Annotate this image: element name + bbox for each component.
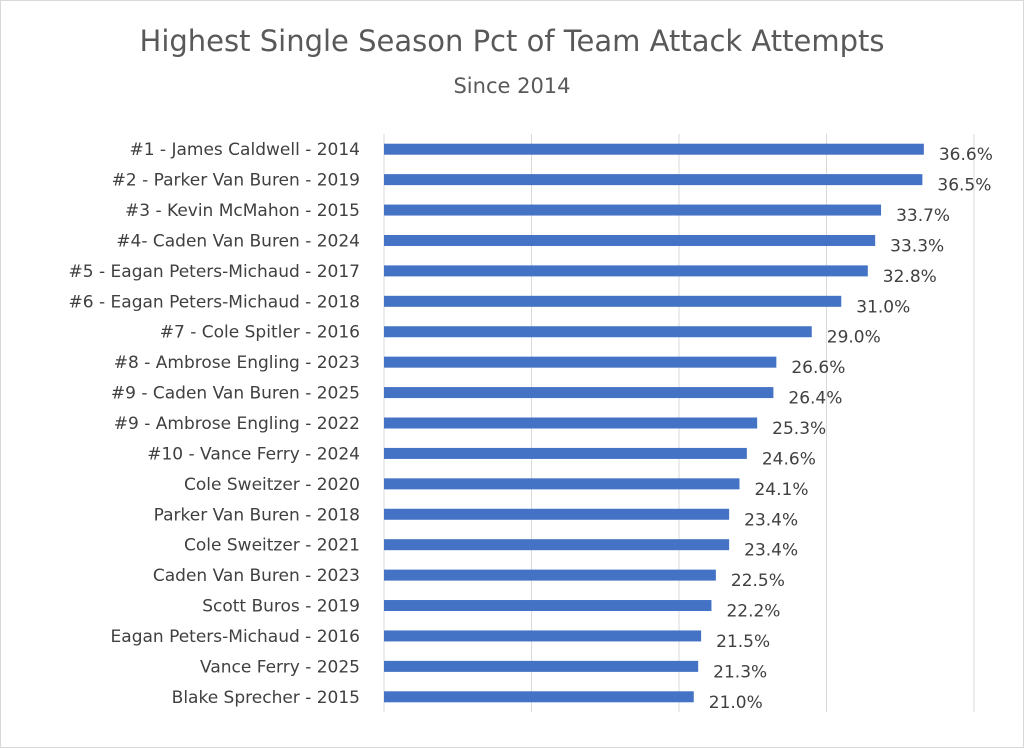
data-label-13: 23.4% xyxy=(744,510,798,530)
bar-2 xyxy=(384,174,923,186)
category-label-19: Blake Sprecher - 2015 xyxy=(172,688,360,708)
category-label-12: Cole Sweitzer - 2020 xyxy=(184,475,360,495)
data-label-2: 36.5% xyxy=(937,176,991,196)
category-label-2: #2 - Parker Van Buren - 2019 xyxy=(112,171,360,191)
data-label-10: 25.3% xyxy=(772,419,826,439)
data-label-14: 23.4% xyxy=(744,541,798,561)
data-label-9: 26.4% xyxy=(788,389,842,409)
category-label-11: #10 - Vance Ferry - 2024 xyxy=(147,444,360,464)
bar-17 xyxy=(384,630,702,642)
data-label-19: 21.0% xyxy=(709,693,763,713)
category-label-3: #3 - Kevin McMahon - 2015 xyxy=(125,201,360,221)
category-label-16: Scott Buros - 2019 xyxy=(202,597,360,617)
category-label-10: #9 - Ambrose Engling - 2022 xyxy=(114,414,360,434)
data-label-17: 21.5% xyxy=(716,632,770,652)
data-label-11: 24.6% xyxy=(762,449,816,469)
bar-5 xyxy=(384,265,868,277)
data-label-8: 26.6% xyxy=(791,358,845,378)
bar-18 xyxy=(384,660,699,672)
chart-subtitle: Since 2014 xyxy=(453,74,571,98)
category-label-9: #9 - Caden Van Buren - 2025 xyxy=(111,384,360,404)
category-label-14: Cole Sweitzer - 2021 xyxy=(184,536,360,556)
data-label-1: 36.6% xyxy=(939,145,993,165)
bar-8 xyxy=(384,356,777,368)
data-label-7: 29.0% xyxy=(827,328,881,348)
category-labels: #1 - James Caldwell - 2014 #2 - Parker Va… xyxy=(69,140,360,708)
data-label-4: 33.3% xyxy=(890,236,944,256)
category-label-8: #8 - Ambrose Engling - 2023 xyxy=(114,353,360,373)
data-label-3: 33.7% xyxy=(896,206,950,226)
category-label-13: Parker Van Buren - 2018 xyxy=(154,505,360,525)
category-label-1: #1 - James Caldwell - 2014 xyxy=(129,140,360,160)
bar-1 xyxy=(384,143,924,155)
bar-6 xyxy=(384,295,842,307)
category-label-6: #6 - Eagan Peters-Michaud - 2018 xyxy=(69,292,360,312)
bar-14 xyxy=(384,539,730,551)
bar-9 xyxy=(384,387,774,399)
category-label-17: Eagan Peters-Michaud - 2016 xyxy=(111,627,360,647)
data-label-16: 22.2% xyxy=(726,602,780,622)
bar-15 xyxy=(384,569,716,581)
data-label-5: 32.8% xyxy=(883,267,937,287)
category-label-5: #5 - Eagan Peters-Michaud - 2017 xyxy=(69,262,360,282)
bar-13 xyxy=(384,508,730,520)
data-labels: 36.6% 36.5% 33.7% 33.3% 32.8% 31.0% 29.0% 26.6%… xyxy=(709,145,993,713)
bar-10 xyxy=(384,417,758,429)
bar-7 xyxy=(384,326,812,338)
data-label-6: 31.0% xyxy=(856,297,910,317)
bar-12 xyxy=(384,478,740,490)
category-label-15: Caden Van Buren - 2023 xyxy=(153,566,360,586)
bar-16 xyxy=(384,600,712,612)
category-label-18: Vance Ferry - 2025 xyxy=(200,657,360,677)
data-label-15: 22.5% xyxy=(731,571,785,591)
bar-3 xyxy=(384,204,882,216)
data-label-18: 21.3% xyxy=(713,662,767,682)
bar-19 xyxy=(384,691,694,703)
bars xyxy=(384,143,924,703)
category-label-4: #4- Caden Van Buren - 2024 xyxy=(116,231,360,251)
data-label-12: 24.1% xyxy=(754,480,808,500)
bar-11 xyxy=(384,447,747,459)
bar-4 xyxy=(384,234,876,246)
chart-title: Highest Single Season Pct of Team Attack… xyxy=(139,24,885,58)
category-label-7: #7 - Cole Spitler - 2016 xyxy=(160,323,360,343)
